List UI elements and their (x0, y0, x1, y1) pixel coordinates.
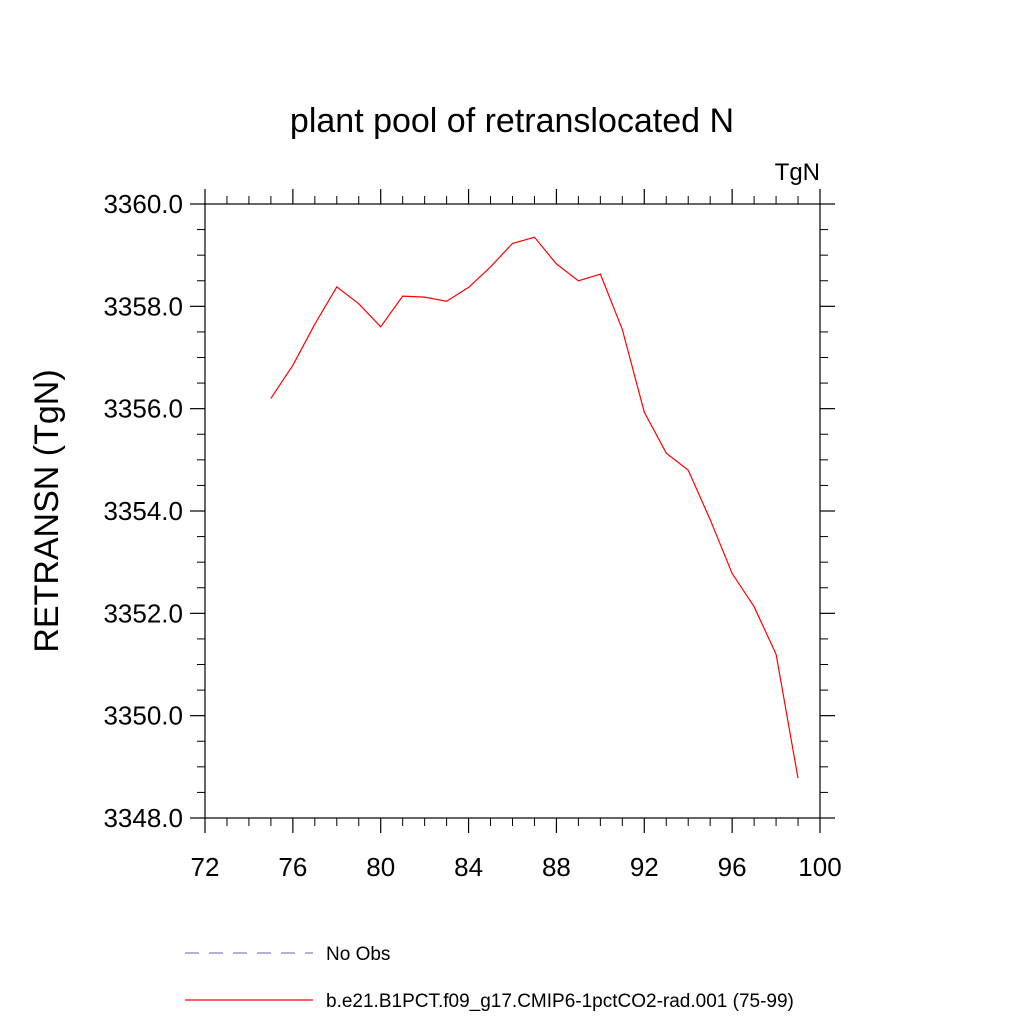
y-tick-label: 3360.0 (103, 189, 183, 219)
y-tick-label: 3354.0 (103, 496, 183, 526)
x-tick-label: 88 (542, 852, 571, 882)
legend-label: b.e21.B1PCT.f09_g17.CMIP6-1pctCO2-rad.00… (326, 991, 794, 1012)
legend-label: No Obs (326, 944, 390, 965)
axes: 72 76 80 84 88 92 96 100 3348.0 3350.0 3352.0 3354.… (103, 189, 842, 882)
x-tick-label: 76 (278, 852, 307, 882)
y-axis-label: RETRANSN (TgN) (28, 369, 66, 652)
y-tick-label: 3348.0 (103, 803, 183, 833)
plot-frame (204, 203, 821, 819)
x-tick-label: 72 (191, 852, 220, 882)
x-tick-label: 100 (798, 852, 841, 882)
x-tick-label: 96 (718, 852, 747, 882)
y-tick-label: 3352.0 (103, 598, 183, 628)
x-tick-label: 84 (454, 852, 483, 882)
y-tick-label: 3350.0 (103, 701, 183, 731)
y-tick-label: 3356.0 (103, 394, 183, 424)
series-line (270, 236, 799, 779)
x-tick-label: 80 (366, 852, 395, 882)
units-label: TgN (775, 159, 820, 186)
chart-title: plant pool of retranslocated N (290, 102, 734, 140)
plot-series (270, 236, 799, 779)
x-tick-label: 92 (630, 852, 659, 882)
legend: No Obs b.e21.B1PCT.f09_g17.CMIP6-1pctCO2-… (185, 944, 794, 1012)
y-tick-label: 3358.0 (103, 291, 183, 321)
